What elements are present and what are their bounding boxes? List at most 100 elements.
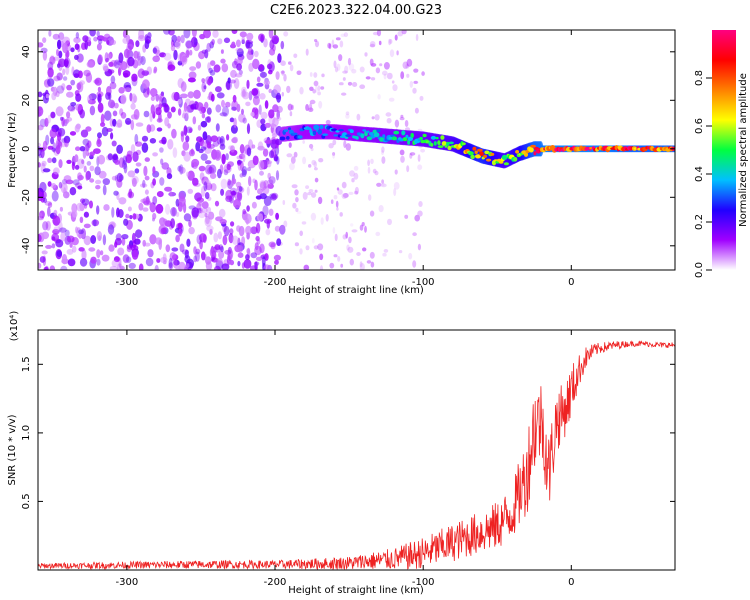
heatmap-noise-blob: [336, 63, 341, 71]
heatmap-noise-blob: [85, 142, 90, 152]
heatmap-noise-blob: [195, 61, 202, 69]
heatmap-noise-blob: [195, 102, 204, 111]
heatmap-noise-blob: [193, 37, 198, 46]
heatmap-noise-blob: [134, 238, 141, 245]
heatmap-noise-blob: [161, 162, 170, 170]
heatmap-noise-blob: [336, 207, 339, 211]
heatmap-noise-blob: [273, 156, 279, 162]
heatmap-noise-blob: [276, 105, 283, 113]
heatmap-noise-blob: [258, 160, 265, 171]
heatmap-ridge-blob: [349, 129, 354, 133]
heatmap-noise-blob: [370, 158, 374, 164]
heatmap-noise-blob: [159, 52, 167, 58]
heatmap-noise-blob: [293, 151, 298, 158]
heatmap-noise-blob: [409, 80, 413, 88]
heatmap-noise-blob: [266, 63, 273, 70]
heatmap-noise-blob: [122, 30, 128, 38]
heatmap-noise-blob: [177, 98, 182, 105]
heatmap-noise-blob: [74, 154, 79, 163]
heatmap-noise-blob: [160, 158, 164, 165]
heatmap-noise-blob: [381, 179, 384, 184]
heatmap-noise-blob: [342, 193, 349, 198]
heatmap-noise-blob: [237, 159, 243, 165]
heatmap-noise-blob: [187, 170, 195, 181]
heatmap-noise-blob: [186, 263, 190, 268]
heatmap-noise-blob: [122, 155, 128, 165]
heatmap-noise-blob: [218, 250, 225, 259]
heatmap-noise-blob: [381, 156, 386, 164]
heatmap-noise-blob: [66, 159, 72, 164]
heatmap-noise-blob: [116, 119, 123, 128]
heatmap-noise-blob: [224, 249, 232, 255]
heatmap-noise-blob: [332, 152, 335, 159]
heatmap-noise-blob: [177, 108, 182, 116]
heatmap-noise-blob: [311, 192, 317, 198]
heatmap-noise-blob: [163, 52, 172, 61]
heatmap-noise-blob: [267, 179, 274, 185]
heatmap-noise-blob: [61, 138, 67, 143]
heatmap-noise-blob: [255, 256, 263, 261]
heatmap-noise-blob: [259, 170, 264, 176]
heatmap-noise-blob: [179, 167, 186, 174]
heatmap-noise-blob: [250, 226, 258, 235]
heatmap-noise-blob: [209, 247, 216, 258]
heatmap-noise-blob: [43, 266, 49, 270]
heatmap-noise-blob: [65, 179, 74, 185]
heatmap-noise-blob: [134, 141, 143, 147]
heatmap-noise-blob: [247, 47, 253, 55]
heatmap-noise-blob: [127, 56, 135, 67]
heatmap-noise-blob: [62, 42, 68, 54]
heatmap-noise-blob: [69, 187, 77, 196]
heatmap-noise-blob: [256, 213, 264, 222]
heatmap-noise-blob: [256, 82, 264, 87]
heatmap-noise-blob: [108, 61, 114, 67]
heatmap-noise-blob: [99, 250, 104, 256]
heatmap-noise-blob: [79, 257, 88, 267]
heatmap-noise-blob: [135, 229, 143, 239]
heatmap-noise-blob: [417, 164, 423, 170]
heatmap-noise-blob: [85, 72, 93, 83]
heatmap-noise-blob: [389, 39, 393, 44]
heatmap-noise-blob: [52, 86, 58, 97]
heatmap-noise-blob: [182, 141, 190, 151]
heatmap-noise-blob: [126, 150, 133, 157]
heatmap-noise-blob: [370, 261, 375, 268]
heatmap-noise-blob: [233, 117, 237, 128]
heatmap-noise-blob: [141, 142, 149, 153]
heatmap-noise-blob: [299, 230, 304, 237]
heatmap-noise-blob: [382, 182, 385, 187]
heatmap-noise-blob: [233, 78, 240, 89]
heatmap-noise-blob: [331, 39, 335, 48]
heatmap-noise-blob: [107, 53, 112, 60]
heatmap-noise-blob: [369, 251, 375, 259]
heatmap-noise-blob: [330, 199, 334, 204]
heatmap-noise-blob: [61, 254, 68, 265]
heatmap-noise-blob: [257, 188, 263, 195]
heatmap-noise-blob: [214, 265, 221, 270]
snr-plot-area: [38, 330, 675, 570]
heatmap-ridge-blob: [319, 124, 324, 130]
heatmap-noise-blob: [288, 142, 292, 148]
heatmap-noise-blob: [275, 116, 282, 121]
heatmap-ridge-blob: [530, 144, 536, 148]
colorbar-bar: [712, 30, 736, 270]
heatmap-noise-blob: [295, 207, 299, 212]
heatmap-noise-blob: [235, 39, 241, 48]
heatmap-noise-blob: [276, 109, 281, 120]
heatmap-ridge-blob: [523, 152, 529, 157]
heatmap-noise-blob: [204, 116, 211, 123]
heatmap-noise-blob: [348, 236, 352, 244]
heatmap-noise-blob: [398, 250, 403, 254]
heatmap-noise-blob: [192, 116, 197, 125]
heatmap-noise-blob: [332, 152, 336, 156]
heatmap-noise-blob: [271, 123, 275, 128]
heatmap-noise-blob: [401, 30, 407, 35]
heatmap-noise-blob: [382, 252, 387, 257]
heatmap-ridge-blob: [292, 132, 298, 136]
heatmap-noise-blob: [175, 234, 180, 243]
heatmap-noise-blob: [38, 124, 44, 131]
heatmap-ridge-blob: [287, 127, 292, 131]
heatmap-ridge-blob: [410, 132, 415, 138]
heatmap-ridge-blob: [472, 146, 477, 151]
heatmap-ridge-blob: [528, 147, 534, 153]
